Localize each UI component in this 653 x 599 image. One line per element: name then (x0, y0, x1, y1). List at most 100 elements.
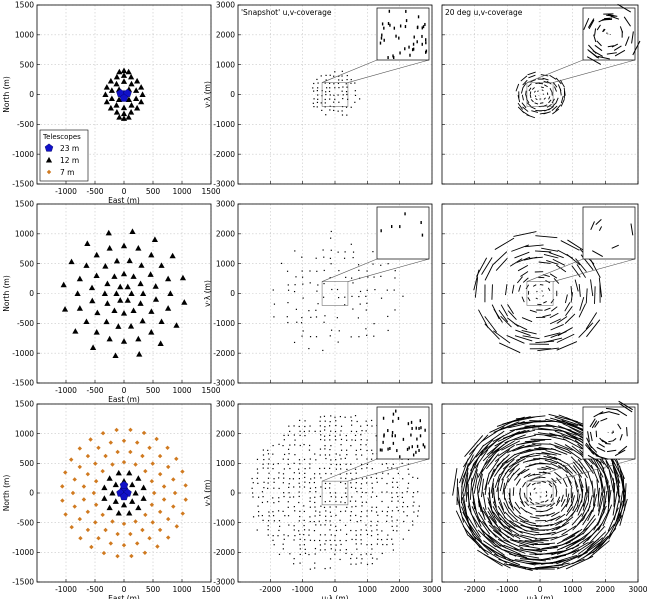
uv-sample-point (315, 309, 317, 311)
uv-sample-point (283, 534, 285, 536)
uv-panel-frame (237, 403, 433, 583)
uv-track-arc (477, 529, 496, 548)
inset-sample-point (420, 221, 422, 225)
telescope-7m (157, 509, 163, 515)
uv-sample-point (316, 106, 318, 108)
uv-track-arc (551, 554, 578, 564)
uv-track-arc (551, 306, 558, 312)
uv-track-arc (587, 535, 609, 555)
uv-track-arc (542, 471, 551, 475)
uv-coverage (251, 415, 420, 570)
uv-track-arc (523, 492, 526, 498)
uv-track-arc (495, 257, 508, 271)
uv-track-arc (503, 529, 521, 540)
uv-sample-point (387, 473, 389, 475)
uv-sample-point (309, 282, 311, 284)
uv-track-arc (497, 444, 515, 457)
uv-track-arc (560, 240, 580, 251)
uv-sample-point (272, 539, 274, 541)
uv-sample-point (286, 316, 288, 318)
uv-sample-point (330, 515, 332, 517)
uv-sample-point (335, 544, 337, 546)
uv-sample-point (313, 481, 315, 484)
uv-sample-point (337, 341, 339, 343)
uv-sample-point (301, 276, 304, 278)
uv-sample-point (394, 309, 396, 311)
uv-sample-point (342, 97, 344, 100)
uv-sample-point (309, 491, 311, 493)
uv-sample-point (354, 434, 357, 437)
tick-label-y: 1500 (15, 1, 34, 10)
uv-track-arc (570, 492, 574, 503)
uv-sample-point (288, 486, 290, 488)
tick-label-y: 500 (20, 259, 35, 268)
column-title: 20 deg u,v-coverage (445, 8, 523, 17)
uv-track-arc (560, 503, 568, 512)
uv-track-arc (509, 539, 530, 547)
uv-sample-point (329, 492, 331, 494)
uv-sample-point (360, 515, 362, 518)
uv-track-arc (529, 501, 535, 505)
uv-track-arc (562, 530, 580, 542)
uv-track-arc (550, 533, 568, 541)
uv-sample-point (312, 87, 314, 89)
telescope-7m (183, 483, 188, 488)
uv-track-arc (506, 454, 520, 464)
uv-track-arc (547, 287, 551, 292)
uv-track-arc (464, 472, 469, 497)
telescope-12m (148, 329, 155, 335)
uv-sample-point (406, 506, 409, 508)
uv-track-arc (530, 99, 534, 103)
tick-label-x: 0 (122, 187, 127, 196)
uv-sample-point (334, 553, 336, 555)
uv-track-arc (524, 558, 551, 561)
uv-track-arc (571, 527, 589, 541)
uv-sample-point (338, 270, 340, 272)
uv-sample-point (283, 439, 285, 441)
uv-sample-point (263, 459, 265, 461)
uv-track-arc (605, 460, 615, 484)
uv-track-arc (482, 491, 487, 510)
uv-sample-point (320, 75, 322, 77)
uv-sample-point (282, 482, 284, 484)
uv-track-arc (519, 453, 535, 459)
uv-sample-point (294, 510, 296, 512)
tick-label-y: 3000 (216, 200, 235, 209)
uv-track-arc (520, 534, 538, 539)
uv-track-arc (524, 548, 548, 552)
uv-track-arc (555, 499, 561, 507)
uv-sample-point (366, 515, 368, 517)
uv-sample-point (360, 425, 362, 427)
inset-track-arc (618, 445, 628, 454)
inset-sample-point (383, 38, 385, 42)
uv-sample-point (350, 486, 353, 488)
uv-sample-point (380, 539, 383, 541)
uv-sample-point (256, 477, 258, 479)
uv-sample-point (293, 529, 295, 531)
uv-track-arc (523, 473, 531, 479)
uv-track-arc (518, 539, 539, 545)
uv-sample-point (309, 458, 311, 460)
uv-track-arc (488, 529, 506, 544)
uv-sample-point (360, 539, 362, 541)
uv-sample-point (335, 420, 337, 422)
uv-sample-point (324, 82, 326, 84)
uv-track-arc (471, 487, 475, 510)
uv-sample-point (286, 270, 289, 272)
uv-track-arc (546, 507, 554, 512)
uv-sample-point (319, 425, 321, 427)
uv-sample-point (392, 529, 394, 532)
telescope-12m (74, 290, 81, 296)
inset-track-arc (608, 440, 613, 443)
uv-track-arc (555, 104, 562, 111)
uv-track-arc (467, 534, 489, 556)
uv-track-arc (518, 284, 522, 292)
uv-track-arc (466, 520, 483, 542)
uv-track-arc (493, 421, 520, 433)
uv-sample-point (361, 478, 363, 480)
telescope-12m (135, 504, 142, 511)
telescope-7m (110, 519, 115, 524)
uv-track-arc (491, 440, 510, 454)
uv-sample-point (299, 562, 301, 564)
